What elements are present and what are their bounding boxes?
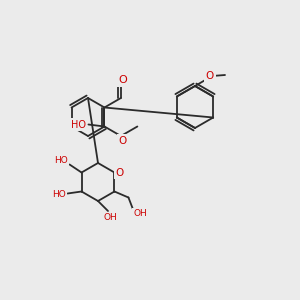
- Text: OH: OH: [103, 214, 117, 223]
- Text: O: O: [118, 75, 127, 85]
- Text: O: O: [115, 167, 124, 178]
- Text: HO: HO: [71, 119, 86, 130]
- Text: HO: HO: [52, 190, 65, 199]
- Text: O: O: [119, 136, 127, 146]
- Text: HO: HO: [54, 156, 68, 165]
- Text: OH: OH: [134, 209, 147, 218]
- Text: O: O: [206, 71, 214, 81]
